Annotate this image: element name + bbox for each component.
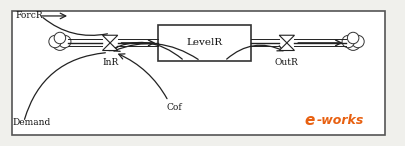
Circle shape [59, 35, 71, 48]
Text: -works: -works [317, 114, 364, 127]
Text: Cof: Cof [166, 103, 182, 112]
Circle shape [347, 32, 359, 44]
Polygon shape [279, 35, 294, 43]
Circle shape [345, 35, 360, 50]
Text: e: e [305, 113, 315, 128]
Text: Demand: Demand [13, 118, 51, 126]
Circle shape [52, 35, 67, 50]
Text: LevelR: LevelR [186, 38, 223, 47]
Text: OutR: OutR [275, 58, 299, 67]
Circle shape [49, 35, 61, 48]
Bar [12, 11, 385, 135]
Text: ForcR: ForcR [16, 11, 43, 20]
Polygon shape [102, 43, 118, 51]
Polygon shape [102, 35, 118, 43]
Text: InR: InR [102, 58, 118, 67]
Circle shape [54, 32, 66, 44]
Circle shape [352, 35, 364, 48]
Circle shape [342, 35, 354, 48]
Polygon shape [279, 43, 294, 51]
Bar [158, 25, 251, 61]
